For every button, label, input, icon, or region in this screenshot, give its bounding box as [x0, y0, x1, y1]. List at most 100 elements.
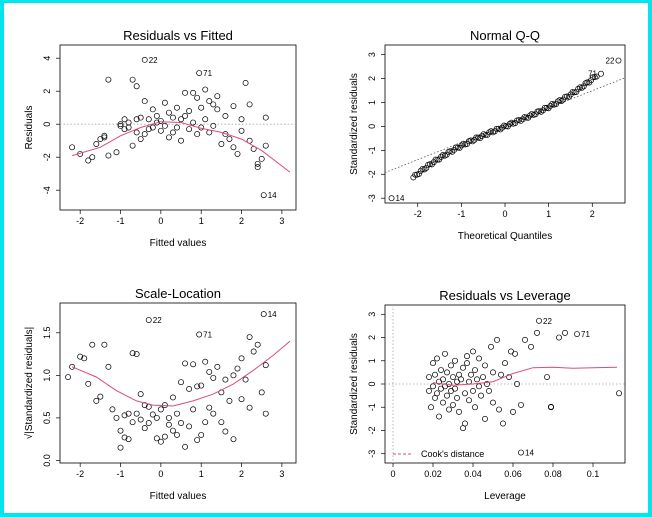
data-point	[454, 394, 460, 401]
data-point	[449, 148, 456, 155]
data-point	[196, 331, 203, 338]
data-point	[230, 372, 237, 379]
y-tick-label: 1.5	[42, 327, 52, 340]
data-point	[518, 401, 524, 408]
data-point	[186, 126, 193, 133]
data-point	[194, 437, 201, 443]
data-point	[226, 136, 233, 142]
data-point	[230, 144, 237, 151]
plot-frame	[59, 302, 297, 464]
x-tick-label: 0.06	[504, 469, 522, 479]
y-tick-label: -3	[367, 450, 377, 458]
y-axis-label: √|Standardized residuals|	[23, 327, 35, 439]
smoothed-trend-line	[71, 340, 291, 407]
x-axis-label: Fitted values	[150, 238, 207, 249]
data-points	[65, 311, 269, 451]
data-point	[121, 434, 128, 441]
point-labels: 22 71 14	[153, 310, 277, 339]
data-point	[575, 86, 582, 92]
data-point	[486, 388, 492, 394]
data-point	[538, 108, 545, 115]
data-point	[262, 114, 269, 121]
data-point	[93, 141, 100, 147]
x-tick-label: 1	[199, 216, 204, 226]
data-point	[260, 192, 267, 199]
regression-diagnostic-plots: Residuals vs Fitted -2 -1 0 1 2 3 Fitted values…	[23, 28, 626, 502]
y-tick-label: 3	[367, 312, 377, 317]
qq-reference-line	[385, 77, 625, 173]
x-tick-label: 3	[279, 469, 284, 479]
data-point	[412, 171, 419, 178]
data-point	[466, 397, 472, 404]
y-tick-label: -1	[367, 146, 377, 154]
data-point	[69, 363, 76, 370]
x-tick-label: 1	[546, 209, 551, 219]
data-point	[573, 88, 580, 95]
y-axis-label: Residuals	[24, 106, 35, 150]
data-point	[238, 127, 245, 134]
data-point	[129, 76, 136, 83]
data-point	[254, 160, 261, 167]
data-point	[198, 431, 205, 438]
y-axis-label: Standardized residuals	[349, 333, 360, 435]
point-label: 22	[543, 317, 552, 326]
y-tick-label: -1	[367, 403, 377, 411]
data-point	[426, 388, 432, 394]
data-point	[456, 408, 462, 415]
data-point	[157, 438, 164, 445]
data-point	[186, 108, 193, 114]
data-point	[462, 390, 468, 397]
data-point	[182, 443, 189, 450]
data-point	[238, 355, 245, 362]
data-point	[174, 410, 180, 417]
data-point	[145, 116, 152, 123]
data-point	[85, 380, 92, 387]
data-point	[105, 152, 112, 159]
data-point	[468, 371, 474, 378]
data-point	[464, 360, 470, 367]
data-point	[443, 151, 450, 158]
data-point	[133, 129, 140, 136]
data-point	[448, 362, 454, 369]
x-axis: -2 -1 0 1 2	[414, 203, 595, 219]
data-point	[121, 412, 128, 419]
x-tick-label: 2	[590, 209, 595, 219]
data-point	[141, 98, 148, 105]
data-point	[616, 390, 622, 397]
data-point	[440, 376, 446, 383]
data-point	[121, 126, 128, 133]
data-point	[178, 420, 184, 426]
y-tick-label: -2	[42, 153, 52, 161]
y-tick-label: 3	[367, 52, 377, 57]
x-axis-label: Fitted values	[150, 491, 207, 502]
data-point	[149, 106, 156, 113]
data-point	[254, 164, 261, 171]
data-point	[125, 124, 132, 131]
data-point	[450, 374, 456, 380]
data-point	[125, 410, 132, 417]
data-point	[452, 385, 458, 392]
data-point	[133, 410, 140, 417]
data-point	[117, 427, 124, 434]
data-point	[145, 317, 152, 323]
data-point	[488, 343, 494, 350]
data-point	[182, 89, 189, 96]
data-point	[238, 396, 245, 403]
data-point	[170, 114, 176, 121]
data-point	[469, 138, 476, 145]
data-point	[490, 369, 496, 376]
data-point	[141, 425, 148, 432]
data-point	[430, 360, 436, 367]
y-tick-label: 0	[42, 122, 52, 127]
data-point	[153, 112, 160, 119]
data-point	[574, 331, 580, 337]
data-point	[454, 378, 460, 385]
y-axis: 0.0 0.5 1.0 1.5	[42, 327, 60, 467]
data-point	[157, 406, 164, 413]
data-point	[615, 57, 622, 64]
data-point	[101, 132, 108, 139]
plot-area	[385, 57, 625, 202]
data-point	[222, 428, 229, 435]
data-point	[202, 116, 209, 123]
data-point	[527, 112, 533, 119]
